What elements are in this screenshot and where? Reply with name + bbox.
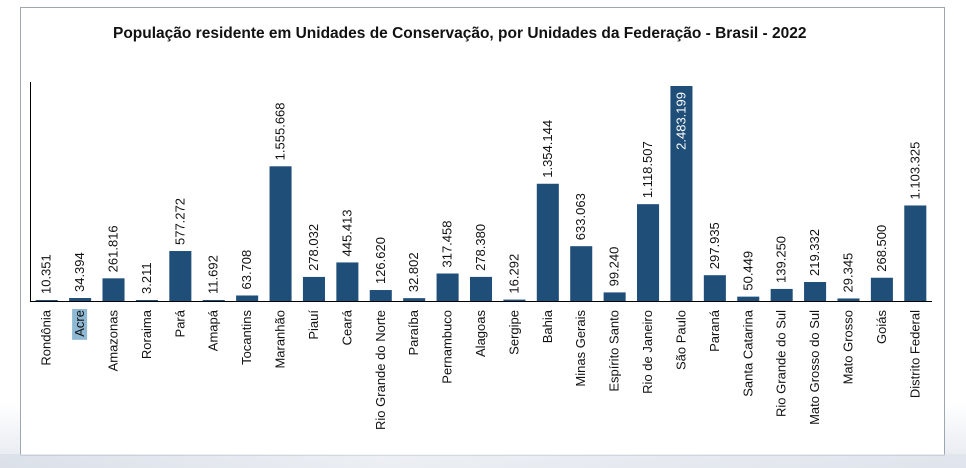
category-label-22: Rio Grande do Sul: [774, 310, 789, 417]
highlight-1: [72, 309, 88, 340]
category-label-25: Goiás: [874, 310, 889, 344]
value-label-6: 63.708: [239, 250, 254, 290]
category-label-4: Pará: [172, 309, 187, 337]
value-label-19: 2.483.199: [673, 92, 688, 150]
category-label-7: Maranhão: [273, 310, 288, 369]
bar-3: [135, 300, 158, 301]
bar-12: [436, 273, 459, 301]
value-label-17: 99.240: [607, 247, 622, 287]
value-label-22: 139.250: [774, 236, 789, 283]
bar-15: [536, 183, 559, 301]
value-label-0: 10.351: [39, 254, 54, 294]
category-label-0: Rondônia: [39, 309, 54, 365]
bar-8: [302, 276, 325, 301]
bars-group: [35, 86, 927, 301]
chart-figure: População residente em Unidades de Conse…: [20, 7, 945, 456]
category-label-17: Espírito Santo: [607, 310, 622, 392]
bar-18: [637, 204, 660, 301]
value-label-10: 126.620: [373, 237, 388, 284]
category-label-12: Pernambuco: [440, 310, 455, 384]
bar-9: [336, 262, 359, 301]
bar-10: [369, 290, 392, 301]
bar-6: [236, 295, 259, 301]
category-label-13: Alagoas: [473, 310, 488, 357]
value-label-5: 11.692: [206, 255, 221, 294]
bar-22: [770, 288, 793, 301]
category-label-10: Rio Grande do Norte: [373, 310, 388, 430]
value-label-8: 278.032: [306, 224, 321, 271]
category-label-19: São Paulo: [673, 310, 688, 370]
category-label-1: Acre: [72, 310, 87, 337]
value-label-25: 268.500: [874, 225, 889, 272]
category-label-8: Piauí: [306, 310, 321, 340]
bar-4: [169, 251, 192, 301]
value-label-21: 50.449: [740, 251, 755, 291]
category-label-3: Roraima: [139, 309, 154, 359]
bar-2: [102, 278, 125, 301]
bar-20: [703, 275, 726, 301]
category-label-5: Amapá: [206, 309, 221, 351]
category-label-20: Paraná: [707, 309, 722, 352]
bar-25: [870, 277, 893, 301]
bar-14: [503, 299, 526, 301]
value-label-24: 29.345: [840, 253, 855, 293]
category-label-11: Paraíba: [406, 309, 421, 355]
category-label-23: Mato Grosso do Sul: [807, 310, 822, 425]
bar-26: [904, 205, 927, 301]
bar-5: [202, 299, 225, 301]
value-label-16: 633.063: [573, 193, 588, 240]
bar-16: [570, 246, 593, 301]
value-label-7: 1.555.668: [273, 102, 288, 160]
value-label-12: 317.458: [440, 221, 455, 268]
value-label-11: 32.802: [406, 252, 421, 292]
value-label-14: 16.292: [506, 254, 521, 294]
value-label-20: 297.935: [707, 222, 722, 269]
bar-7: [269, 166, 292, 301]
category-label-9: Ceará: [339, 309, 354, 345]
value-label-13: 278.380: [473, 224, 488, 271]
bar-11: [403, 298, 426, 301]
category-label-26: Distrito Federal: [907, 310, 922, 398]
value-label-26: 1.103.325: [907, 142, 922, 200]
category-label-15: Bahia: [540, 309, 555, 343]
value-label-18: 1.118.507: [640, 141, 655, 198]
category-label-24: Mato Grosso: [840, 310, 855, 384]
value-label-3: 3.211: [139, 262, 154, 294]
category-labels-group: Rondônia Acre Amazonas Roraima Pará Amapá Toca…: [39, 309, 922, 430]
value-label-2: 261.816: [106, 225, 121, 272]
category-label-6: Tocantins: [239, 310, 254, 365]
value-labels-group: 10.351 34.394 261.816 3.211 577.272 11.692 63.…: [39, 92, 923, 294]
chart-title: População residente em Unidades de Conse…: [113, 25, 807, 42]
value-label-9: 445.413: [339, 209, 354, 256]
bar-1: [69, 298, 92, 301]
background-shade: [0, 454, 966, 468]
chart-svg: 10.351 34.394 261.816 3.211 577.272 11.692 63.…: [30, 82, 932, 430]
value-label-15: 1.354.144: [540, 120, 555, 178]
value-label-1: 34.394: [72, 252, 87, 292]
category-label-2: Amazonas: [106, 310, 121, 372]
bar-23: [804, 282, 827, 301]
bar-19: [670, 86, 693, 301]
value-label-4: 577.272: [172, 198, 187, 245]
bar-17: [603, 292, 626, 301]
category-label-18: Rio de Janeiro: [640, 310, 655, 394]
bar-0: [35, 300, 58, 301]
bar-13: [469, 276, 493, 301]
bar-24: [837, 298, 860, 301]
category-label-16: Minas Gerais: [573, 310, 588, 387]
category-label-14: Sergipe: [506, 310, 521, 355]
category-label-21: Santa Catarina: [740, 309, 755, 396]
value-label-23: 219.332: [807, 229, 822, 276]
bar-21: [737, 296, 760, 301]
